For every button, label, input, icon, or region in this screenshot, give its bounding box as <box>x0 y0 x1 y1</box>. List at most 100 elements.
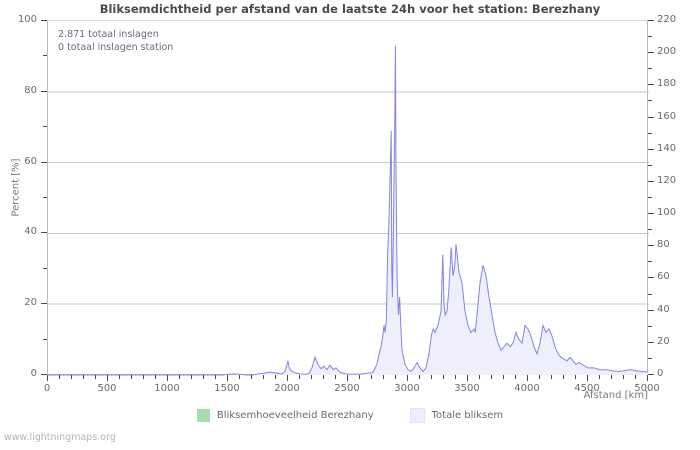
x-tick <box>323 375 324 379</box>
x-tick <box>71 375 72 379</box>
y-tick-right <box>648 229 652 230</box>
x-tick <box>107 375 108 381</box>
x-tick <box>59 375 60 379</box>
y-tick-right <box>648 68 652 69</box>
y-tick-label-right: 0 <box>657 368 664 379</box>
x-tick <box>479 375 480 379</box>
page-title: Bliksemdichtheid per afstand van de laat… <box>99 2 601 16</box>
y-tick-left <box>43 126 47 127</box>
y-tick-right <box>648 20 654 21</box>
x-tick-label: 3500 <box>454 383 480 394</box>
x-tick <box>611 375 612 379</box>
y-tick-right <box>648 149 654 150</box>
x-tick <box>599 375 600 379</box>
x-tick <box>371 375 372 379</box>
site-footer: www.lightningmaps.org <box>4 432 116 443</box>
lightning-series-svg <box>48 45 649 376</box>
x-tick <box>431 375 432 379</box>
legend-item-total-lightning: Totale bliksem <box>409 408 503 423</box>
x-tick <box>95 375 96 379</box>
x-tick <box>83 375 84 379</box>
x-tick <box>359 375 360 379</box>
y-tick-label-right: 20 <box>657 335 670 347</box>
plot-area <box>47 20 649 376</box>
x-tick <box>299 375 300 379</box>
y-tick-right <box>648 84 654 85</box>
x-tick-label: 500 <box>97 383 117 394</box>
y-tick-label-right: 200 <box>657 46 677 58</box>
y-tick-right <box>648 261 652 262</box>
total-lightning-area <box>48 45 648 375</box>
y-tick-label-left: 80 <box>24 84 37 96</box>
y-tick-left <box>41 20 47 21</box>
y-tick-right <box>648 326 652 327</box>
annotation-total: 2.871 totaal inslagen <box>58 29 159 40</box>
x-tick-label: 4000 <box>514 383 540 394</box>
y-tick-label-right: 100 <box>657 207 677 219</box>
x-tick <box>167 375 168 381</box>
x-tick <box>263 375 264 379</box>
x-tick <box>467 375 468 381</box>
y-tick-right <box>648 165 652 166</box>
x-tick <box>587 375 588 381</box>
x-tick <box>251 375 252 379</box>
annotation-station: 0 totaal inslagen station <box>58 41 174 53</box>
x-tick-label: 1000 <box>154 383 180 394</box>
x-tick-label: 4500 <box>574 383 600 394</box>
x-tick <box>347 375 348 381</box>
y-tick-left <box>41 232 47 233</box>
x-tick <box>119 375 120 379</box>
y-tick-label-right: 80 <box>657 239 670 251</box>
x-tick <box>335 375 336 379</box>
y-tick-right <box>648 213 654 214</box>
x-tick <box>647 375 648 381</box>
legend-swatch-total-lightning <box>409 408 425 423</box>
x-tick <box>227 375 228 381</box>
x-tick <box>311 375 312 379</box>
y-tick-label-left: 100 <box>17 14 37 25</box>
x-tick <box>47 375 48 381</box>
y-tick-right <box>648 294 652 295</box>
y-tick-label-right: 160 <box>657 110 677 122</box>
x-tick <box>551 375 552 379</box>
x-tick <box>203 375 204 379</box>
y-tick-right <box>648 197 652 198</box>
x-tick <box>575 375 576 379</box>
y-tick-label-left: 20 <box>24 297 37 309</box>
y-tick-right <box>648 358 652 359</box>
x-tick <box>635 375 636 379</box>
x-tick-label: 1500 <box>214 383 240 394</box>
y-tick-left <box>43 55 47 56</box>
y-tick-right <box>648 181 654 182</box>
y-tick-left <box>41 91 47 92</box>
x-tick-label: 3000 <box>394 383 420 394</box>
x-tick <box>287 375 288 381</box>
x-tick <box>419 375 420 379</box>
x-tick-label: 5000 <box>634 383 660 394</box>
y-tick-right <box>648 374 654 375</box>
y-tick-left <box>41 303 47 304</box>
gridlines <box>48 91 649 305</box>
y-axis-title-left: Percent [%] <box>10 158 22 217</box>
x-tick <box>155 375 156 379</box>
x-tick <box>443 375 444 379</box>
y-tick-right <box>648 100 652 101</box>
x-tick <box>383 375 384 379</box>
x-axis-title: Afstand [km] <box>583 390 648 401</box>
x-tick <box>407 375 408 381</box>
x-tick <box>539 375 540 379</box>
y-tick-left <box>41 374 47 375</box>
x-tick <box>527 375 528 381</box>
y-tick-left <box>41 162 47 163</box>
x-tick <box>563 375 564 379</box>
x-tick <box>131 375 132 379</box>
annotation-box: 2.871 totaal inslagen 0 totaal inslagen … <box>58 29 173 54</box>
y-tick-label-right: 120 <box>657 174 677 186</box>
y-tick-right <box>648 342 654 343</box>
x-tick-label: 0 <box>43 383 51 394</box>
x-tick <box>455 375 456 379</box>
x-tick <box>215 375 216 379</box>
y-tick-label-right: 180 <box>657 78 677 90</box>
y-tick-right <box>648 36 652 37</box>
x-tick <box>503 375 504 379</box>
